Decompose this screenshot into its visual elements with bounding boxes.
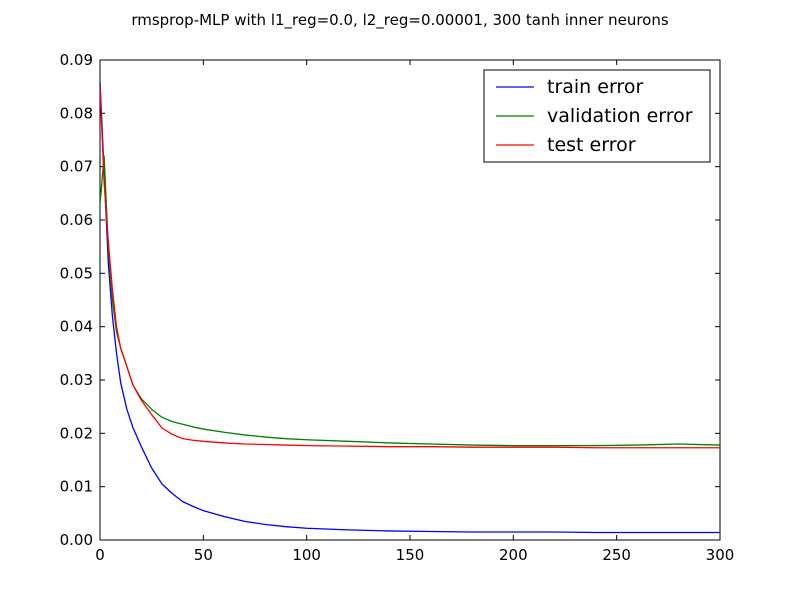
y-tick-label: 0.04: [60, 318, 93, 336]
x-tick-label: 250: [602, 546, 631, 564]
y-tick-label: 0.02: [60, 424, 93, 442]
legend-label: test error: [547, 134, 636, 156]
legend-label: validation error: [547, 105, 693, 127]
chart-title: rmsprop-MLP with l1_reg=0.0, l2_reg=0.00…: [131, 11, 669, 30]
x-tick-label: 100: [292, 546, 321, 564]
series-line-train-error: [100, 81, 720, 534]
y-tick-label: 0.09: [60, 51, 93, 69]
x-tick-label: 50: [194, 546, 213, 564]
y-tick-label: 0.03: [60, 371, 93, 389]
y-tick-label: 0.08: [60, 104, 93, 122]
x-tick-label: 0: [95, 546, 105, 564]
y-tick-label: 0.01: [60, 478, 93, 496]
x-tick-label: 200: [499, 546, 528, 564]
legend-label: train error: [547, 76, 643, 98]
y-tick-label: 0.05: [60, 264, 93, 282]
x-tick-label: 150: [396, 546, 425, 564]
y-tick-label: 0.07: [60, 158, 93, 176]
y-tick-label: 0.00: [60, 531, 93, 549]
y-tick-label: 0.06: [60, 211, 93, 229]
series-line-test-error: [100, 86, 720, 449]
x-tick-label: 300: [706, 546, 735, 564]
